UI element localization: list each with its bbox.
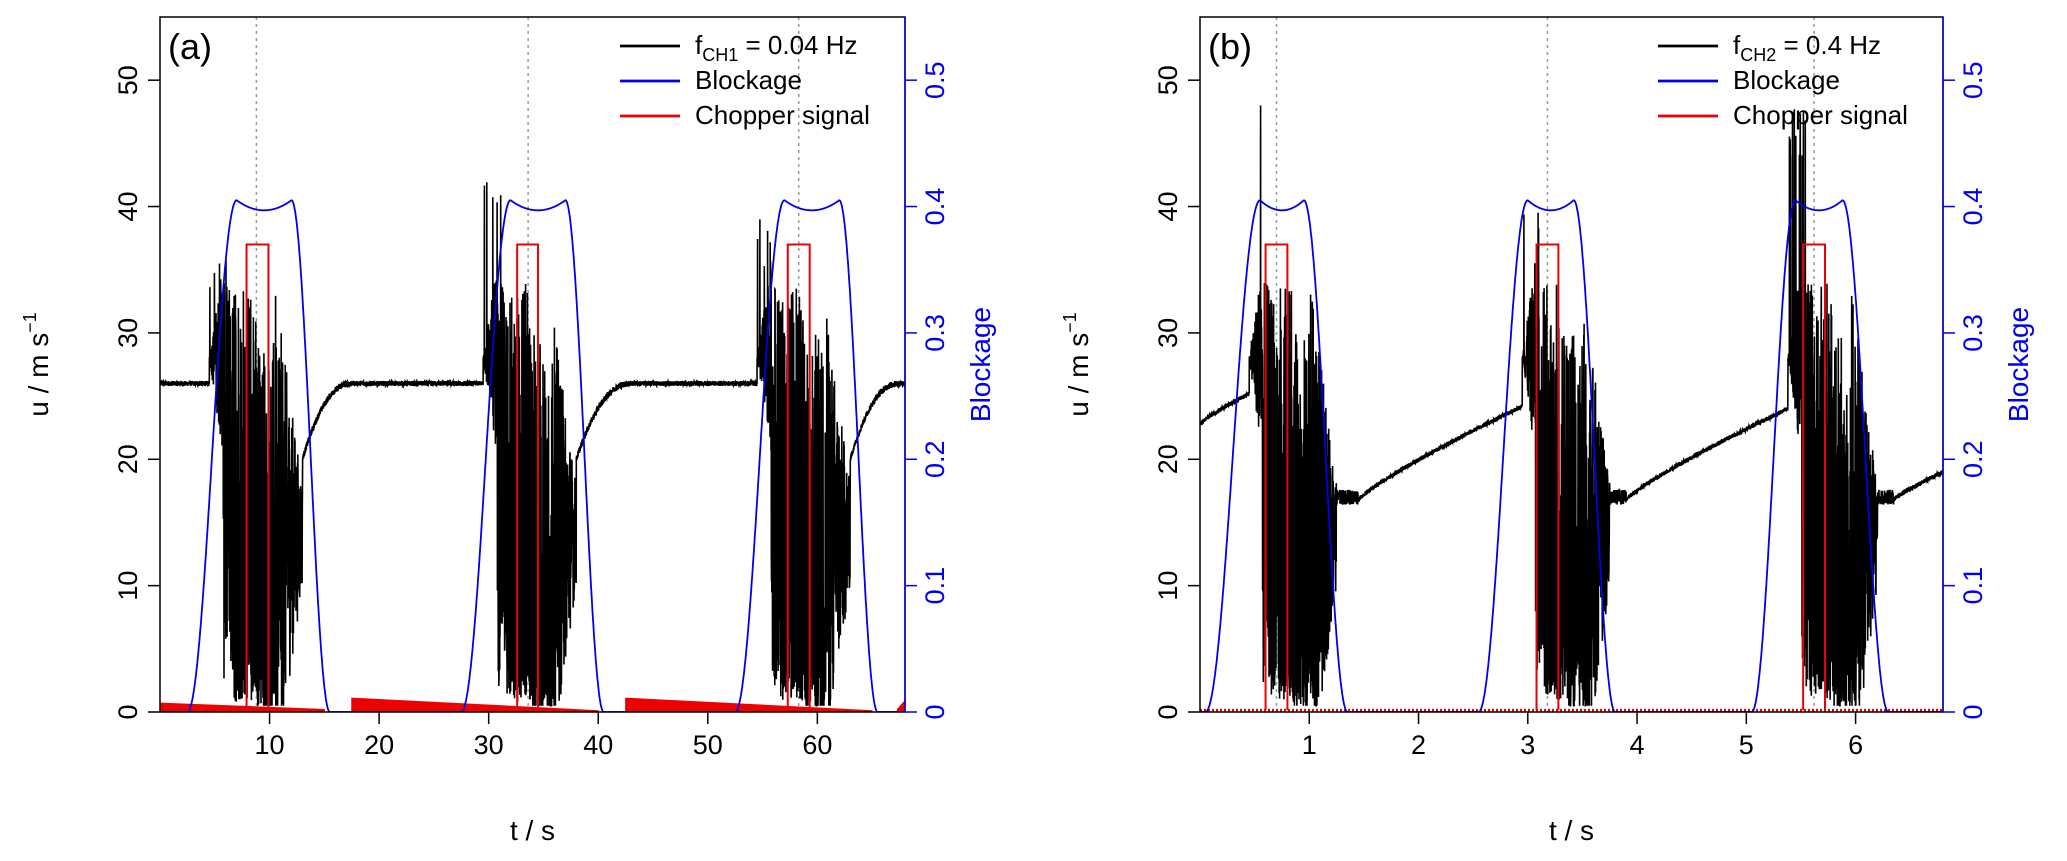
y-axis-label: u / m s−1	[20, 312, 54, 417]
series-chopper-pulse	[1802, 243, 1826, 711]
y-tick-label: 40	[1153, 192, 1183, 222]
y-tick-label: 20	[113, 444, 143, 474]
x-tick-label: 3	[1520, 730, 1535, 760]
series-chopper-pulse	[516, 243, 539, 711]
legend-label-sub: CH1	[702, 45, 738, 65]
x-axis-label: t / s	[510, 815, 555, 846]
legend-label: Chopper signal	[695, 100, 870, 130]
x-tick-label: 40	[583, 730, 613, 760]
y2-tick-label: 0.4	[920, 188, 950, 226]
legend-label: fCH1 = 0.04 Hz	[695, 30, 857, 65]
legend-label-main: Chopper signal	[1733, 100, 1908, 130]
x-tick-label: 5	[1739, 730, 1754, 760]
series-chopper-pulse	[1264, 243, 1289, 711]
x-tick-label: 6	[1848, 730, 1863, 760]
y2-tick-label: 0.5	[1958, 61, 1988, 99]
series-chopper-ramp	[625, 697, 873, 712]
legend-label: Blockage	[695, 65, 802, 95]
series-chopper-ramp	[896, 699, 905, 712]
plot-area	[160, 17, 905, 712]
x-tick-label: 30	[474, 730, 504, 760]
y2-axis-label: Blockage	[2003, 307, 2034, 422]
x-tick-label: 2	[1411, 730, 1426, 760]
x-tick-label: 50	[693, 730, 723, 760]
y-tick-label: 30	[1153, 318, 1183, 348]
x-axis-label: t / s	[1549, 815, 1594, 846]
y-tick-label: 10	[1153, 571, 1183, 601]
series-velocity	[1200, 105, 1943, 707]
legend-label-main: f	[695, 30, 703, 60]
panel-label: (a)	[168, 26, 212, 67]
y-tick-label: 0	[1153, 704, 1183, 719]
y-tick-label: 0	[113, 704, 143, 719]
x-tick-label: 1	[1302, 730, 1317, 760]
y-tick-label: 10	[113, 571, 143, 601]
y2-tick-label: 0	[920, 704, 950, 719]
y-tick-label: 50	[113, 65, 143, 95]
x-tick-label: 20	[364, 730, 394, 760]
panel-label: (b)	[1208, 26, 1252, 67]
panel-a: 10 20 30 40 50 60 0 10 20 30 40 50 0 0.1 0.2 0.3 0.4 0.5 t…	[20, 16, 996, 846]
y2-tick-label: 0.2	[1958, 440, 1988, 478]
legend-label: Chopper signal	[1733, 100, 1908, 130]
y-tick-label: 20	[1153, 444, 1183, 474]
legend-label-main: Blockage	[695, 65, 802, 95]
y-axis-label-sup: −1	[1060, 312, 1080, 333]
legend-label: Blockage	[1733, 65, 1840, 95]
y-tick-label: 40	[113, 192, 143, 222]
legend-label-suffix: = 0.4 Hz	[1776, 30, 1881, 60]
y-tick-label: 50	[1153, 65, 1183, 95]
series-chopper-ramp	[160, 702, 325, 712]
y2-tick-label: 0.3	[920, 314, 950, 352]
plot-area	[1200, 17, 1943, 712]
y2-tick-label: 0.1	[920, 567, 950, 605]
y-axis-label: u / m s−1	[1060, 312, 1094, 417]
x-tick-label: 60	[802, 730, 832, 760]
legend-label-sub: CH2	[1740, 45, 1776, 65]
series-velocity	[160, 182, 905, 707]
series-chopper-ramp	[351, 697, 599, 712]
legend-label-suffix: = 0.04 Hz	[738, 30, 857, 60]
series-blockage	[1200, 199, 1943, 712]
panel-b: 1 2 3 4 5 6 0 10 20 30 40 50 0 0.1 0.2 0.3 0.4 0.5 t / s u …	[1060, 16, 2034, 846]
legend-label-main: Chopper signal	[695, 100, 870, 130]
legend-label-main: f	[1733, 30, 1741, 60]
series-chopper-pulse	[245, 243, 270, 711]
series-blockage	[160, 199, 905, 712]
legend-label: fCH2 = 0.4 Hz	[1733, 30, 1881, 65]
series-chopper-pulse	[1535, 243, 1560, 711]
y2-tick-label: 0.4	[1958, 188, 1988, 226]
y2-tick-label: 0	[1958, 704, 1988, 719]
y-tick-label: 30	[113, 318, 143, 348]
legend-label-main: Blockage	[1733, 65, 1840, 95]
x-tick-label: 4	[1630, 730, 1645, 760]
y2-tick-label: 0.5	[920, 61, 950, 99]
y2-tick-label: 0.2	[920, 440, 950, 478]
y2-axis-label: Blockage	[965, 307, 996, 422]
y2-tick-label: 0.1	[1958, 567, 1988, 605]
y2-tick-label: 0.3	[1958, 314, 1988, 352]
x-tick-label: 10	[255, 730, 285, 760]
y-axis-label-sup: −1	[20, 312, 40, 333]
series-chopper-pulse	[786, 243, 811, 711]
